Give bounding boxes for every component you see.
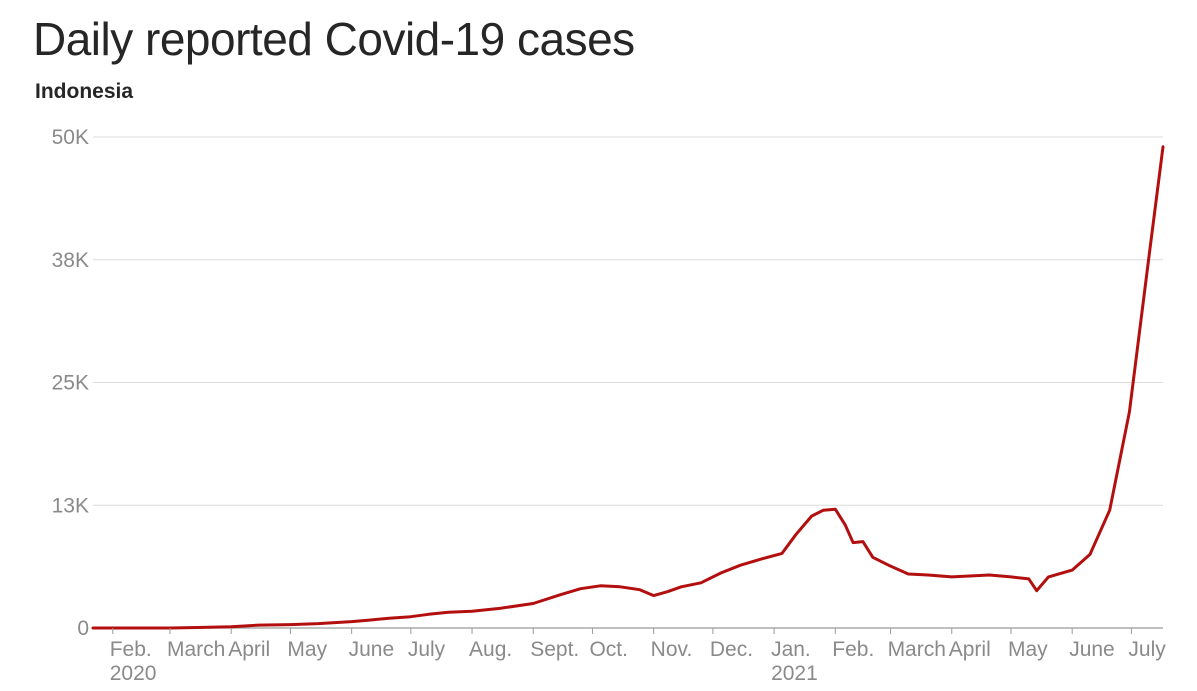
x-tick-year-label: 2020 [110, 662, 157, 685]
series-line [91, 145, 1165, 630]
x-tick-label: Feb. [832, 638, 874, 661]
y-tick-label: 25K [52, 372, 89, 395]
x-tick-label: Aug. [469, 638, 512, 661]
x-tick-label: Sept. [530, 638, 579, 661]
x-tick-year-label: 2021 [771, 662, 818, 685]
x-tick-label: Oct. [589, 638, 628, 661]
x-tick-label: April [228, 638, 270, 661]
y-tick-label: 13K [52, 494, 89, 517]
x-tick-label: June [349, 638, 395, 661]
y-tick-label: 50K [52, 126, 89, 149]
x-tick-label: March [167, 638, 225, 661]
x-tick-label: May [287, 638, 327, 661]
x-tick-label: March [888, 638, 946, 661]
x-tick-label: Jan. [771, 638, 811, 661]
x-tick-label: April [949, 638, 991, 661]
x-tick-label: July [408, 638, 446, 661]
chart-subtitle: Indonesia [35, 80, 134, 103]
chart-title: Daily reported Covid-19 cases [33, 13, 635, 65]
grid-layer [93, 136, 1163, 629]
x-tick-label: June [1069, 638, 1115, 661]
x-tick-label: Nov. [651, 638, 693, 661]
y-tick-label: 38K [52, 249, 89, 272]
x-tick-label: May [1008, 638, 1048, 661]
x-tick-label: July [1128, 638, 1166, 661]
y-tick-label: 0 [77, 617, 89, 640]
x-tick-label: Feb. [110, 638, 152, 661]
series-layer [91, 145, 1165, 630]
x-tick-label: Dec. [710, 638, 753, 661]
